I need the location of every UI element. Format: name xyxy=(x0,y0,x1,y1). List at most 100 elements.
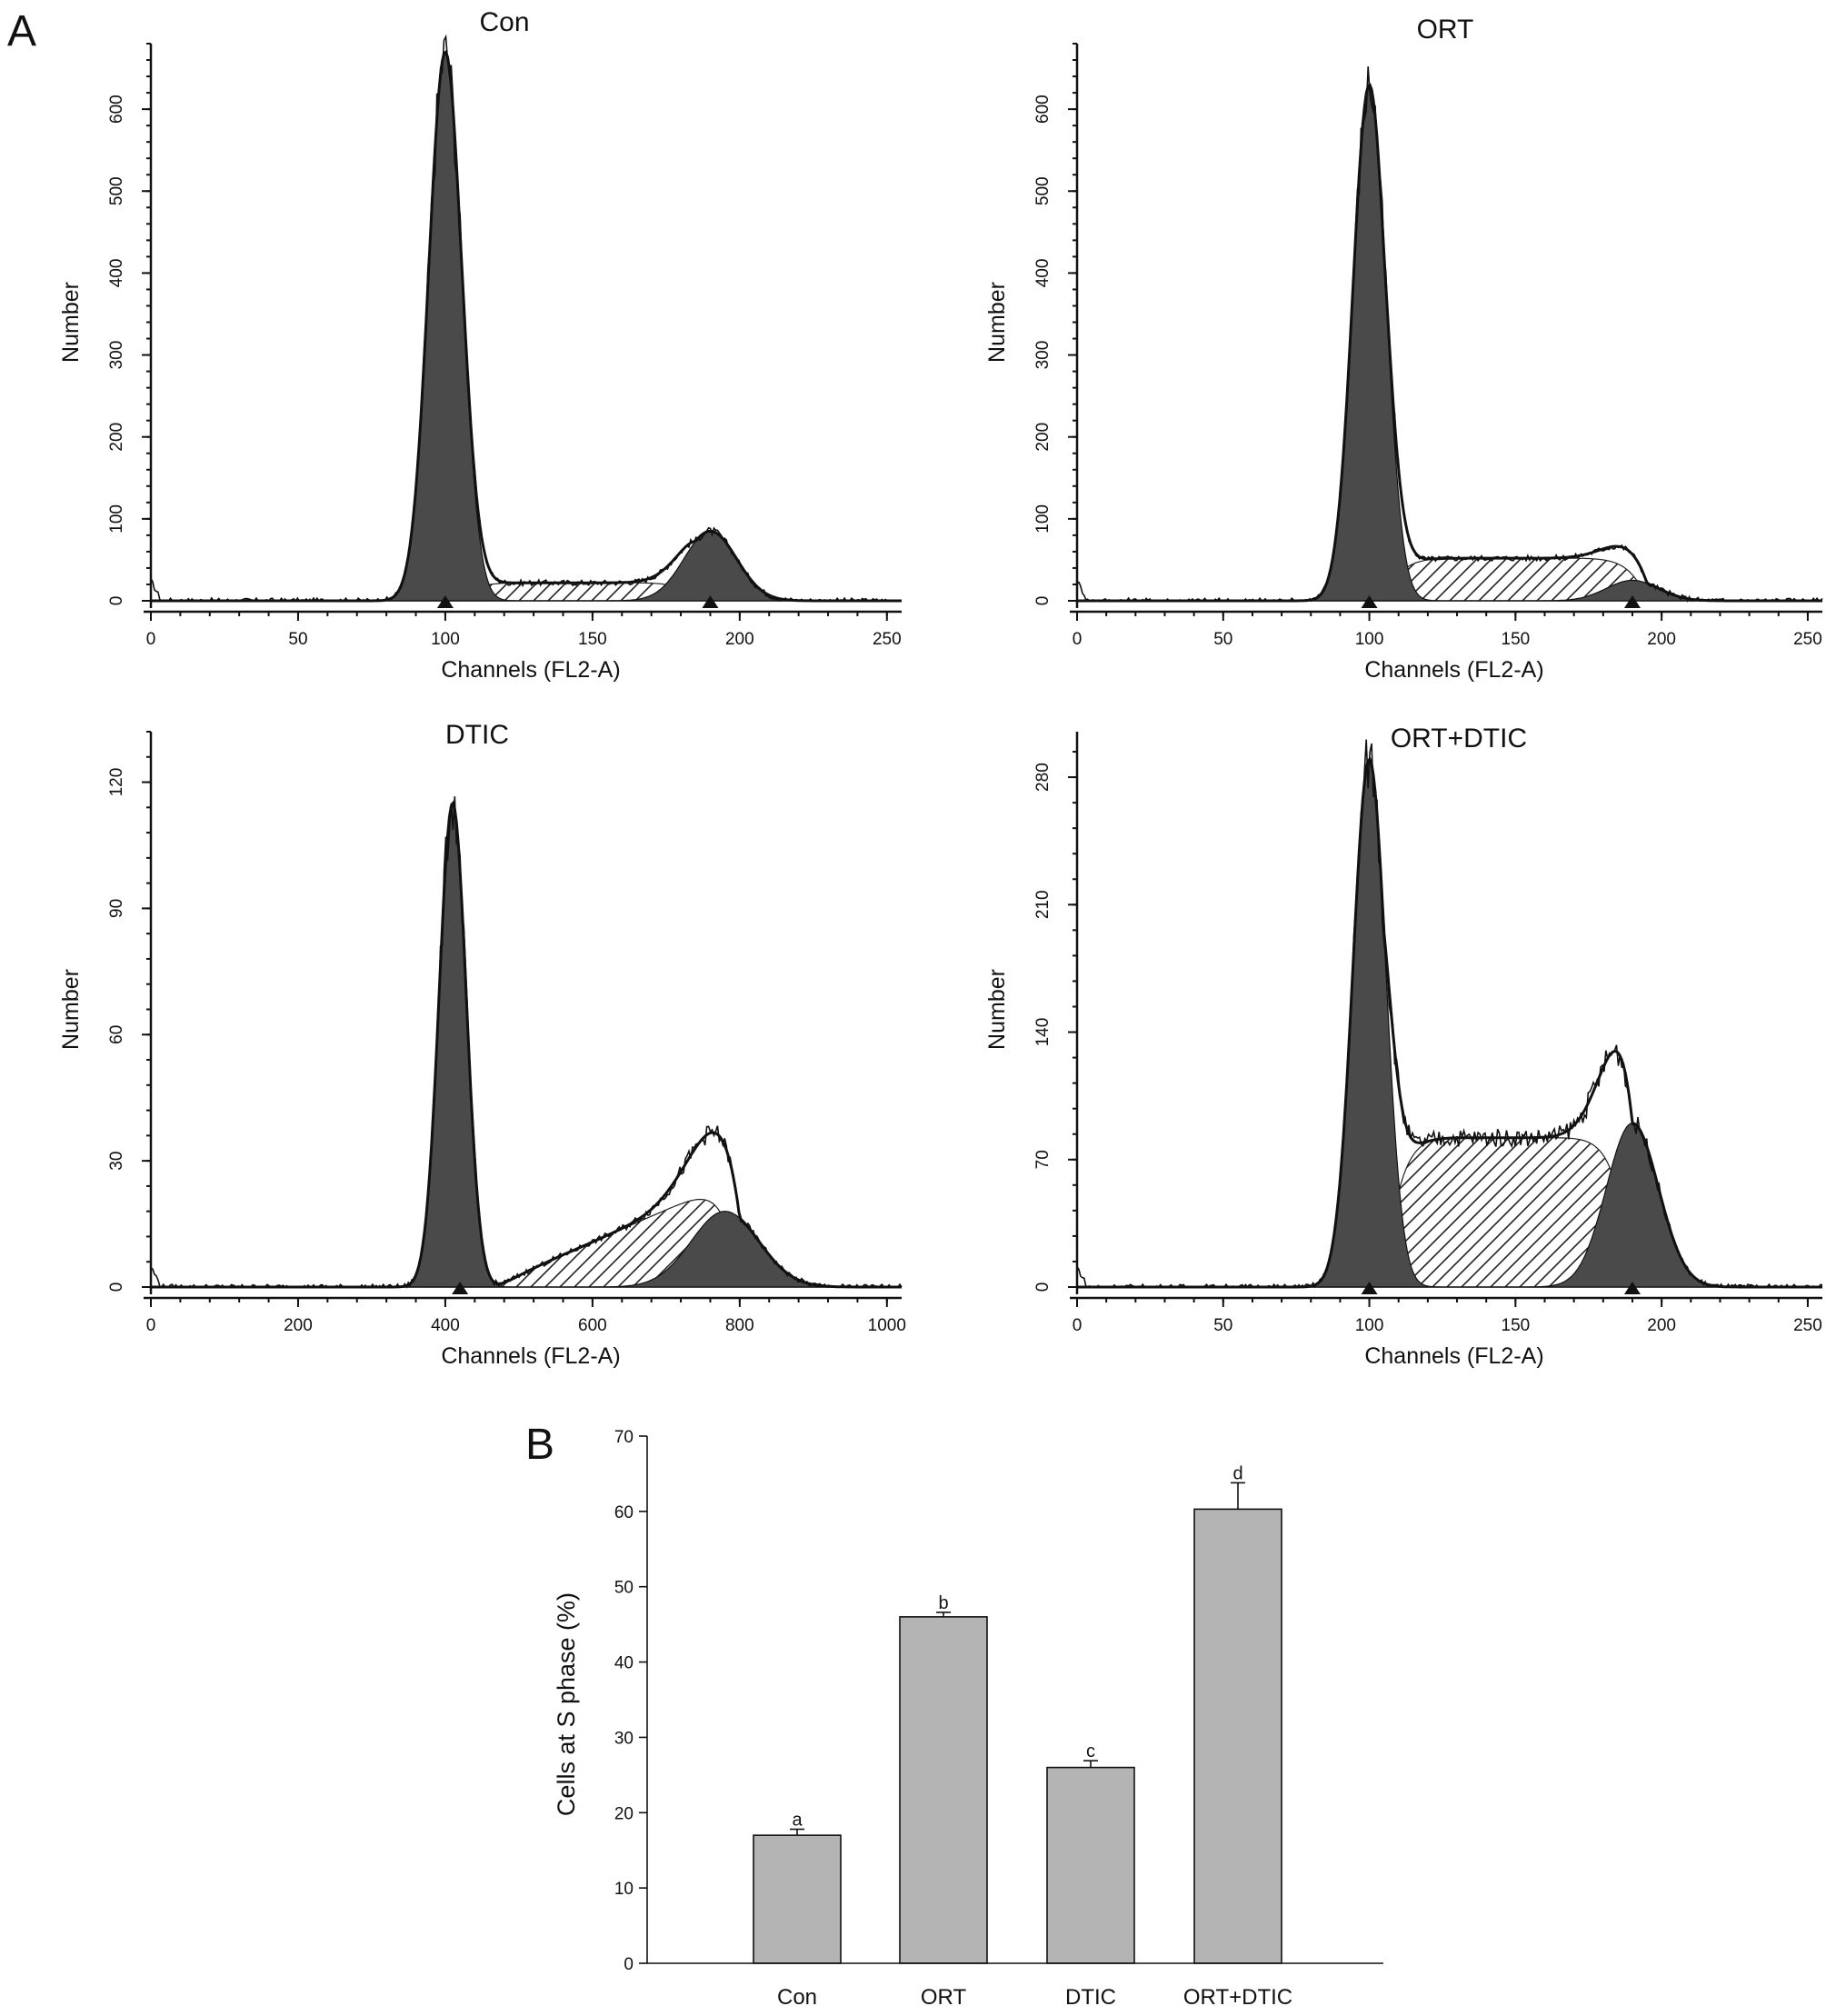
y-tick-label: 0 xyxy=(107,1282,126,1292)
x-axis-label: Channels (FL2-A) xyxy=(1364,1343,1543,1369)
x-tick-label: 100 xyxy=(1355,630,1384,649)
series-area-g0-g1 xyxy=(151,802,902,1288)
y-tick-label: 400 xyxy=(1033,259,1053,288)
series-line-raw-data xyxy=(1076,65,1823,604)
series-line-raw-data xyxy=(150,34,902,603)
series-area-g0-g1 xyxy=(1077,84,1822,602)
y-tick-label: 50 xyxy=(614,1579,634,1598)
peak-marker-triangle xyxy=(1361,595,1378,608)
y-tick-label: 30 xyxy=(107,1152,126,1171)
x-tick-label: ORT xyxy=(921,1985,967,2010)
y-tick-label: 0 xyxy=(1033,1282,1053,1292)
y-tick-label: 300 xyxy=(1033,341,1053,370)
x-tick-label: 800 xyxy=(725,1316,754,1335)
y-tick-label: 200 xyxy=(107,423,126,452)
y-tick-label: 60 xyxy=(614,1503,634,1522)
y-tick-label: 70 xyxy=(614,1428,634,1447)
x-tick-label: 200 xyxy=(284,1316,313,1335)
y-axis-label: Number xyxy=(58,282,84,363)
x-tick-label: 50 xyxy=(1213,630,1232,649)
chart-title: ORT xyxy=(1417,15,1474,45)
panel-label-a: A xyxy=(7,7,36,55)
y-axis-label: Number xyxy=(984,969,1010,1050)
series-area-g2-m xyxy=(1077,1123,1822,1288)
x-tick-label: 50 xyxy=(288,630,307,649)
significance-letter: a xyxy=(792,1811,803,1831)
x-tick-label: 250 xyxy=(1793,1316,1822,1335)
panel-label-b: B xyxy=(525,1421,554,1469)
x-tick-label: 150 xyxy=(578,630,607,649)
bar xyxy=(1046,1766,1135,1964)
peak-marker-triangle xyxy=(436,595,454,608)
significance-letter: b xyxy=(938,1593,948,1613)
y-tick-label: 0 xyxy=(624,1955,634,1974)
y-tick-label: 0 xyxy=(1033,596,1053,606)
chart-title: Con xyxy=(479,7,529,37)
y-axis-label: Cells at S phase (%) xyxy=(553,1592,580,1816)
series-area-s-phase xyxy=(151,582,902,602)
series-line-raw-data xyxy=(150,796,903,1289)
bar xyxy=(753,1834,842,1964)
x-tick-label: DTIC xyxy=(1065,1985,1116,2010)
y-tick-label: 200 xyxy=(1033,423,1053,452)
x-tick-label: 50 xyxy=(1213,1316,1232,1335)
y-tick-label: 500 xyxy=(1033,176,1053,205)
y-tick-label: 20 xyxy=(614,1804,634,1823)
x-tick-label: 100 xyxy=(1355,1316,1384,1335)
y-tick-label: 600 xyxy=(107,95,126,124)
x-tick-label: 0 xyxy=(146,1316,156,1335)
y-tick-label: 90 xyxy=(107,899,126,918)
y-tick-label: 280 xyxy=(1033,763,1053,792)
histogram-ort: ORT Channels (FL2-A) Number 0 50 100 150 200 250… xyxy=(984,15,1823,683)
y-tick-label: 300 xyxy=(107,341,126,370)
x-tick-label: 100 xyxy=(431,630,460,649)
x-axis-label: Channels (FL2-A) xyxy=(441,657,620,683)
histogram-con: Con Channels (FL2-A) Number 0 50 100 150 200 250… xyxy=(58,7,902,683)
bar xyxy=(899,1616,988,1964)
x-tick-label: 0 xyxy=(1073,1316,1083,1335)
y-axis-label: Number xyxy=(58,969,84,1050)
y-tick-label: 10 xyxy=(614,1880,634,1899)
x-tick-label: 200 xyxy=(1647,630,1676,649)
x-tick-label: 250 xyxy=(1793,630,1822,649)
series-area-g0-g1 xyxy=(151,51,902,602)
x-tick-label: Con xyxy=(777,1985,817,2010)
series-area-s-phase xyxy=(1077,1137,1822,1288)
y-tick-label: 400 xyxy=(107,259,126,288)
significance-letter: d xyxy=(1232,1463,1242,1483)
x-tick-label: 150 xyxy=(1502,630,1531,649)
x-tick-label: 1000 xyxy=(868,1316,906,1335)
chart-title: DTIC xyxy=(445,720,509,750)
x-tick-label: 200 xyxy=(1647,1316,1676,1335)
x-axis-label: Channels (FL2-A) xyxy=(441,1343,620,1369)
peak-marker-triangle xyxy=(1623,595,1641,608)
y-tick-label: 30 xyxy=(614,1729,634,1748)
series-line-fit xyxy=(151,800,902,1289)
series-area-g2-m xyxy=(1077,579,1822,602)
x-tick-label: 150 xyxy=(1502,1316,1531,1335)
peak-marker-triangle xyxy=(452,1282,469,1294)
x-tick-label: ORT+DTIC xyxy=(1183,1985,1292,2010)
peak-marker-triangle xyxy=(702,595,719,608)
y-tick-label: 0 xyxy=(107,596,126,606)
y-tick-label: 500 xyxy=(107,176,126,205)
series-area-g2-m xyxy=(151,530,902,602)
series-line-fit xyxy=(1077,83,1822,603)
series-line-fit xyxy=(1077,756,1822,1289)
x-tick-label: 600 xyxy=(578,1316,607,1335)
series-line-fit xyxy=(151,49,902,603)
peak-marker-triangle xyxy=(1623,1282,1641,1294)
significance-letter: c xyxy=(1086,1742,1095,1762)
y-tick-label: 140 xyxy=(1033,1018,1053,1047)
y-tick-label: 60 xyxy=(107,1025,126,1044)
y-tick-label: 120 xyxy=(107,768,126,797)
y-tick-label: 210 xyxy=(1033,890,1053,919)
y-tick-label: 100 xyxy=(1033,504,1053,534)
series-area-s-phase xyxy=(1077,557,1822,602)
x-tick-label: 200 xyxy=(725,630,754,649)
bar xyxy=(1193,1508,1282,1964)
y-tick-label: 70 xyxy=(1033,1150,1053,1169)
x-tick-label: 250 xyxy=(873,630,902,649)
